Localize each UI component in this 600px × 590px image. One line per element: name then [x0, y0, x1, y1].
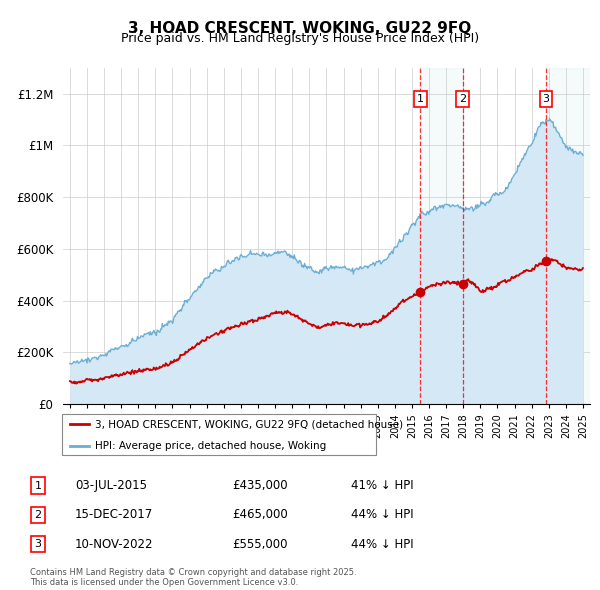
Bar — [546, 68, 592, 404]
Text: 2: 2 — [459, 94, 466, 104]
Text: 1: 1 — [35, 480, 41, 490]
Text: 44% ↓ HPI: 44% ↓ HPI — [351, 508, 414, 522]
Text: 44% ↓ HPI: 44% ↓ HPI — [351, 537, 414, 550]
Text: 3: 3 — [35, 539, 41, 549]
Text: 41% ↓ HPI: 41% ↓ HPI — [351, 479, 414, 492]
FancyBboxPatch shape — [62, 414, 376, 455]
Text: 1: 1 — [417, 94, 424, 104]
Text: 03-JUL-2015: 03-JUL-2015 — [75, 479, 147, 492]
Text: 2: 2 — [35, 510, 41, 520]
Text: £465,000: £465,000 — [233, 508, 289, 522]
Text: 10-NOV-2022: 10-NOV-2022 — [75, 537, 153, 550]
Text: HPI: Average price, detached house, Woking: HPI: Average price, detached house, Woki… — [95, 441, 326, 451]
Text: 15-DEC-2017: 15-DEC-2017 — [75, 508, 153, 522]
Text: £555,000: £555,000 — [233, 537, 288, 550]
Text: 3, HOAD CRESCENT, WOKING, GU22 9FQ (detached house): 3, HOAD CRESCENT, WOKING, GU22 9FQ (deta… — [95, 419, 403, 429]
Text: Contains HM Land Registry data © Crown copyright and database right 2025.
This d: Contains HM Land Registry data © Crown c… — [30, 568, 356, 587]
Bar — [421, 68, 463, 404]
Text: Price paid vs. HM Land Registry's House Price Index (HPI): Price paid vs. HM Land Registry's House … — [121, 32, 479, 45]
Text: 3: 3 — [542, 94, 550, 104]
Text: 3, HOAD CRESCENT, WOKING, GU22 9FQ: 3, HOAD CRESCENT, WOKING, GU22 9FQ — [128, 21, 472, 35]
Text: £435,000: £435,000 — [233, 479, 289, 492]
